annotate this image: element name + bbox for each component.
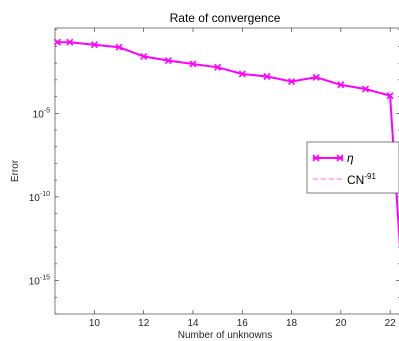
y-axis-label: Error bbox=[10, 159, 21, 182]
x-tick-label: 12 bbox=[138, 318, 150, 329]
data-point bbox=[238, 70, 246, 78]
y-tick-label: 10-10 bbox=[29, 191, 50, 204]
x-tick-label: 22 bbox=[385, 318, 397, 329]
data-point-stroke bbox=[386, 92, 394, 100]
data-point bbox=[214, 63, 222, 71]
data-point bbox=[115, 43, 123, 51]
data-point-stroke bbox=[66, 38, 74, 46]
data-point-stroke bbox=[238, 70, 246, 78]
legend-label-cn: CN-91 bbox=[347, 172, 376, 187]
series-line-0 bbox=[57, 41, 399, 248]
data-point bbox=[361, 85, 370, 93]
legend-box bbox=[306, 141, 399, 194]
data-point-stroke bbox=[214, 63, 222, 71]
data-point bbox=[140, 52, 148, 60]
data-point-stroke bbox=[361, 85, 370, 93]
x-tick-label: 14 bbox=[187, 318, 199, 329]
data-point-stroke bbox=[90, 41, 98, 49]
data-point-stroke bbox=[115, 43, 123, 51]
data-point-stroke bbox=[288, 77, 296, 86]
data-point-stroke bbox=[189, 60, 197, 68]
data-point bbox=[90, 41, 98, 49]
data-point-stroke bbox=[263, 72, 271, 81]
chart-title: Rate of convergence bbox=[170, 11, 281, 25]
data-point bbox=[263, 72, 271, 81]
data-point bbox=[66, 38, 74, 46]
data-point bbox=[337, 81, 345, 89]
data-point-stroke bbox=[337, 81, 345, 89]
legend: η CN-91 bbox=[306, 141, 399, 194]
x-tick-label: 16 bbox=[237, 318, 249, 329]
data-point bbox=[53, 38, 62, 46]
x-tick-label: 18 bbox=[286, 318, 298, 329]
x-tick-label: 20 bbox=[335, 318, 347, 329]
legend-label-eta: η bbox=[347, 151, 354, 165]
x-tick-label: 10 bbox=[89, 318, 101, 329]
data-point-stroke bbox=[53, 38, 62, 46]
series-layer bbox=[53, 38, 399, 248]
data-point bbox=[164, 57, 172, 65]
axis-ticks: 10 12 14 16 18 20 22 10-5 10-10 10-15 bbox=[29, 28, 399, 329]
data-point bbox=[386, 92, 394, 100]
data-point-stroke bbox=[140, 52, 148, 60]
data-point-stroke bbox=[312, 73, 320, 81]
x-axis-label: Number of unknowns bbox=[178, 330, 273, 341]
y-tick-label: 10-5 bbox=[33, 107, 50, 120]
data-point bbox=[312, 73, 320, 81]
data-point bbox=[288, 77, 296, 86]
data-point-stroke bbox=[164, 57, 172, 65]
legend-marker-eta bbox=[312, 154, 344, 162]
y-tick-label: 10-15 bbox=[29, 275, 50, 288]
data-point bbox=[189, 60, 197, 68]
